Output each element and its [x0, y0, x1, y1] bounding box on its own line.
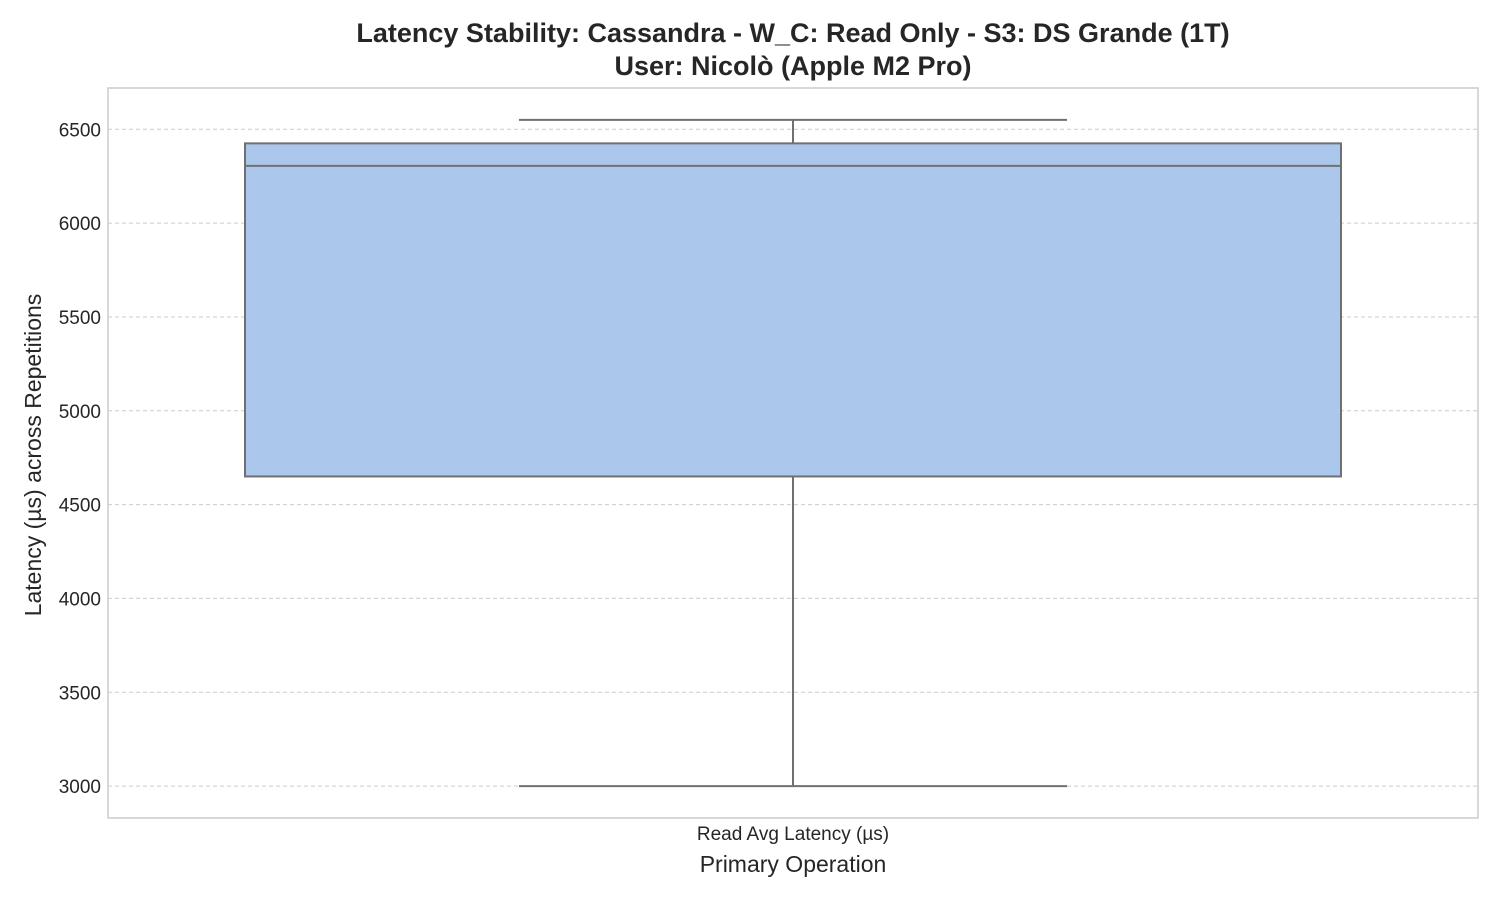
y-tick-label: 6500: [59, 120, 101, 141]
y-tick-label: 5500: [59, 308, 101, 329]
chart-title-line1: Latency Stability: Cassandra - W_C: Read…: [356, 18, 1229, 48]
y-axis-label: Latency (µs) across Repetitions: [20, 294, 46, 617]
y-tick-label: 3000: [59, 777, 101, 798]
iqr-box: [244, 142, 1342, 478]
y-tick-label: 5000: [59, 402, 101, 423]
y-tick-label: 3500: [59, 683, 101, 704]
chart-title-line2: User: Nicolò (Apple M2 Pro): [614, 51, 971, 81]
y-tick-label: 6000: [59, 214, 101, 235]
y-tick-label: 4000: [59, 589, 101, 610]
x-category-label: Read Avg Latency (µs): [697, 824, 889, 845]
x-axis-label: Primary Operation: [700, 851, 887, 877]
y-tick-label: 4500: [59, 496, 101, 517]
plot-frame: [107, 87, 1479, 819]
box-plot: [244, 118, 1342, 788]
y-tick-labels: 3000 3500 4000 4500 5000 5500 6000 6500: [59, 120, 101, 798]
